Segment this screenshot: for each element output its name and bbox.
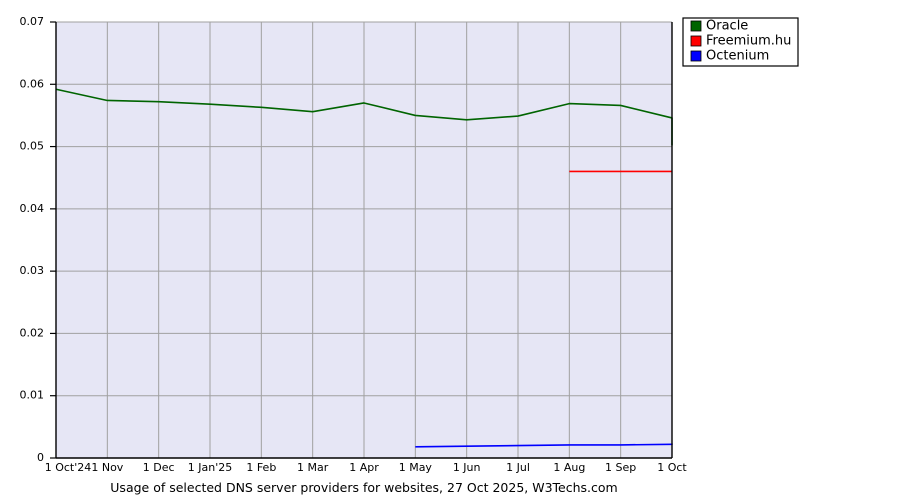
- y-tick-label: 0.05: [20, 140, 45, 153]
- legend-box: [682, 17, 799, 67]
- y-tick-label: 0.04: [20, 202, 45, 215]
- y-tick-label: 0.02: [20, 326, 45, 339]
- y-tick-label: 0.03: [20, 264, 45, 277]
- x-tick-label: 1 Jul: [506, 461, 530, 474]
- y-axis-tick-labels: 0 0.01 0.02 0.03 0.04 0.05 0.06 0.07: [20, 15, 56, 464]
- x-tick-label: 1 Oct'24: [45, 461, 92, 474]
- x-tick-label: 1 Sep: [605, 461, 636, 474]
- x-tick-label: 1 Apr: [349, 461, 379, 474]
- x-tick-label: 1 Nov: [91, 461, 123, 474]
- y-tick-label: 0.06: [20, 77, 45, 90]
- x-tick-label: 1 Jan'25: [188, 461, 232, 474]
- legend-label-oracle: Oracle: [706, 19, 748, 34]
- y-tick-label: 0.01: [20, 389, 45, 402]
- chart-caption: Usage of selected DNS server providers f…: [110, 480, 617, 495]
- x-tick-label: 1 Jun: [453, 461, 481, 474]
- legend-label-freemium-hu: Freemium.hu: [706, 34, 791, 49]
- x-tick-label: 1 Aug: [553, 461, 585, 474]
- legend-label-octenium: Octenium: [706, 49, 769, 64]
- x-tick-label: 1 Oct: [657, 461, 687, 474]
- x-axis-tick-labels: 1 Oct'24 1 Nov 1 Dec 1 Jan'25 1 Feb 1 Mar 1 Ap…: [45, 461, 688, 474]
- legend-swatch-oracle: [690, 20, 702, 32]
- y-tick-label: 0.07: [20, 15, 45, 28]
- x-tick-label: 1 Feb: [246, 461, 276, 474]
- x-tick-label: 1 Dec: [143, 461, 175, 474]
- x-tick-label: 1 May: [399, 461, 433, 474]
- x-tick-label: 1 Mar: [297, 461, 329, 474]
- axis-lines: [55, 22, 673, 459]
- legend-swatch-octenium: [690, 50, 702, 62]
- legend-swatch-freemium-hu: [690, 35, 702, 47]
- y-tick-label: 0: [37, 451, 44, 464]
- series-line-oracle: [55, 88, 673, 146]
